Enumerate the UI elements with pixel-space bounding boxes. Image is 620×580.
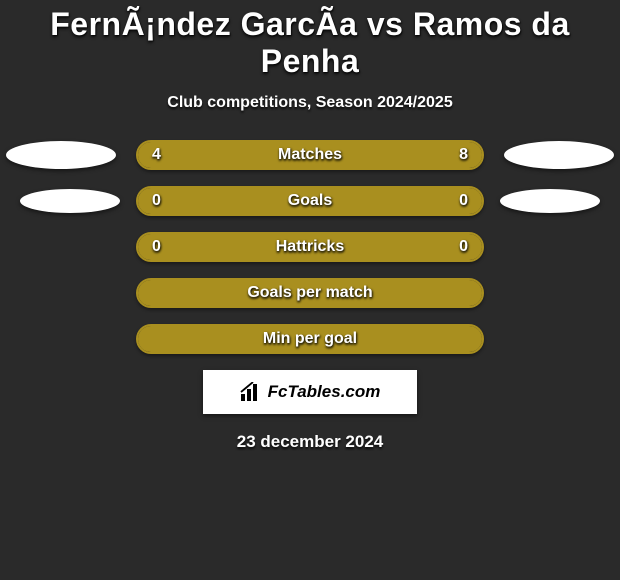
player-ellipse-right: [500, 189, 600, 213]
stat-bar: Min per goal: [136, 324, 484, 354]
stat-label: Min per goal: [138, 330, 482, 348]
stat-label: Goals per match: [138, 284, 482, 302]
date-text: 23 december 2024: [0, 432, 620, 452]
page-subtitle: Club competitions, Season 2024/2025: [0, 94, 620, 112]
stat-bar: 00Hattricks: [136, 232, 484, 262]
stat-row: Min per goal: [0, 324, 620, 354]
bar-chart-icon: [240, 382, 262, 402]
stat-rows: 48Matches 00Goals 00Hattricks Goals per mat…: [0, 140, 620, 354]
stat-row: 48Matches: [0, 140, 620, 170]
page-title: FernÃ¡ndez GarcÃ­a vs Ramos da Penha: [0, 0, 620, 80]
stat-bar: 00Goals: [136, 186, 484, 216]
stat-bar: Goals per match: [136, 278, 484, 308]
stat-bar: 48Matches: [136, 140, 484, 170]
stat-row: Goals per match: [0, 278, 620, 308]
stat-label: Goals: [138, 192, 482, 210]
stat-row: 00Hattricks: [0, 232, 620, 262]
player-ellipse-left: [6, 141, 116, 169]
logo-text: FcTables.com: [268, 382, 381, 402]
logo-box: FcTables.com: [203, 370, 417, 414]
player-ellipse-left: [20, 189, 120, 213]
stat-label: Hattricks: [138, 238, 482, 256]
stat-label: Matches: [138, 146, 482, 164]
player-ellipse-right: [504, 141, 614, 169]
stat-row: 00Goals: [0, 186, 620, 216]
